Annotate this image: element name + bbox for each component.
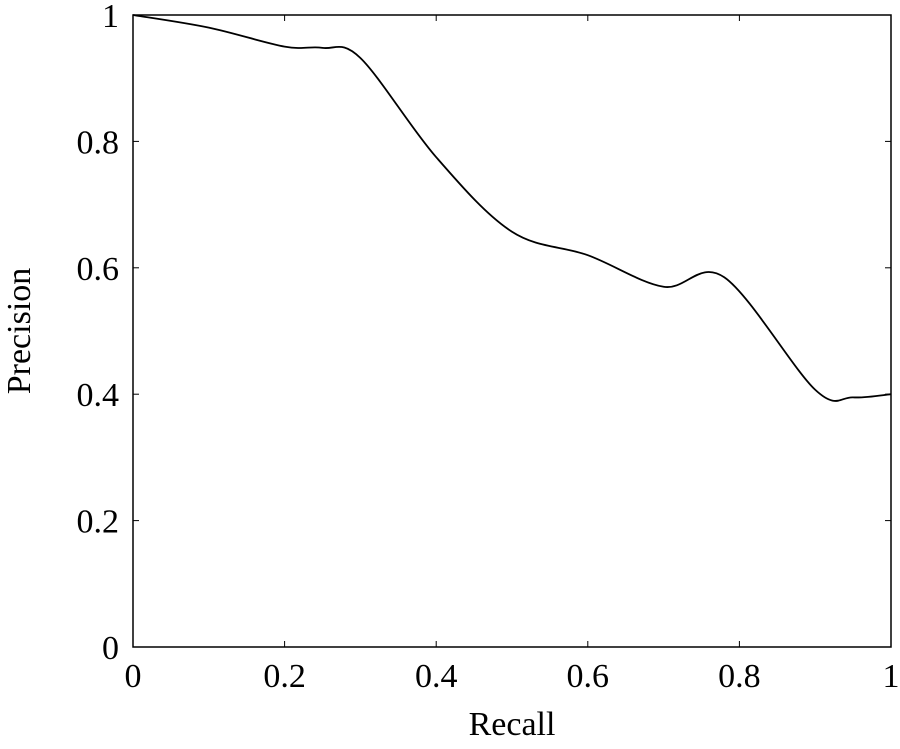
y-tick-label: 0 — [102, 630, 119, 667]
y-tick-label: 0.8 — [77, 124, 120, 161]
y-axis-label: Precision — [1, 268, 38, 395]
x-tick-label: 0.4 — [415, 658, 458, 695]
x-tick-label: 0.8 — [718, 658, 761, 695]
plot-frame — [132, 14, 892, 648]
x-axis-label: Recall — [469, 706, 556, 743]
y-tick-label: 0.4 — [77, 377, 120, 414]
x-tick-label: 1 — [883, 658, 900, 695]
x-tick-label: 0 — [125, 658, 142, 695]
y-tick-label: 0.2 — [77, 504, 120, 541]
y-tick-label: 0.6 — [77, 251, 120, 288]
y-tick-label: 1 — [102, 0, 119, 35]
line-series — [132, 14, 892, 402]
x-tick-label: 0.2 — [263, 658, 306, 695]
x-tick-label: 0.6 — [567, 658, 610, 695]
